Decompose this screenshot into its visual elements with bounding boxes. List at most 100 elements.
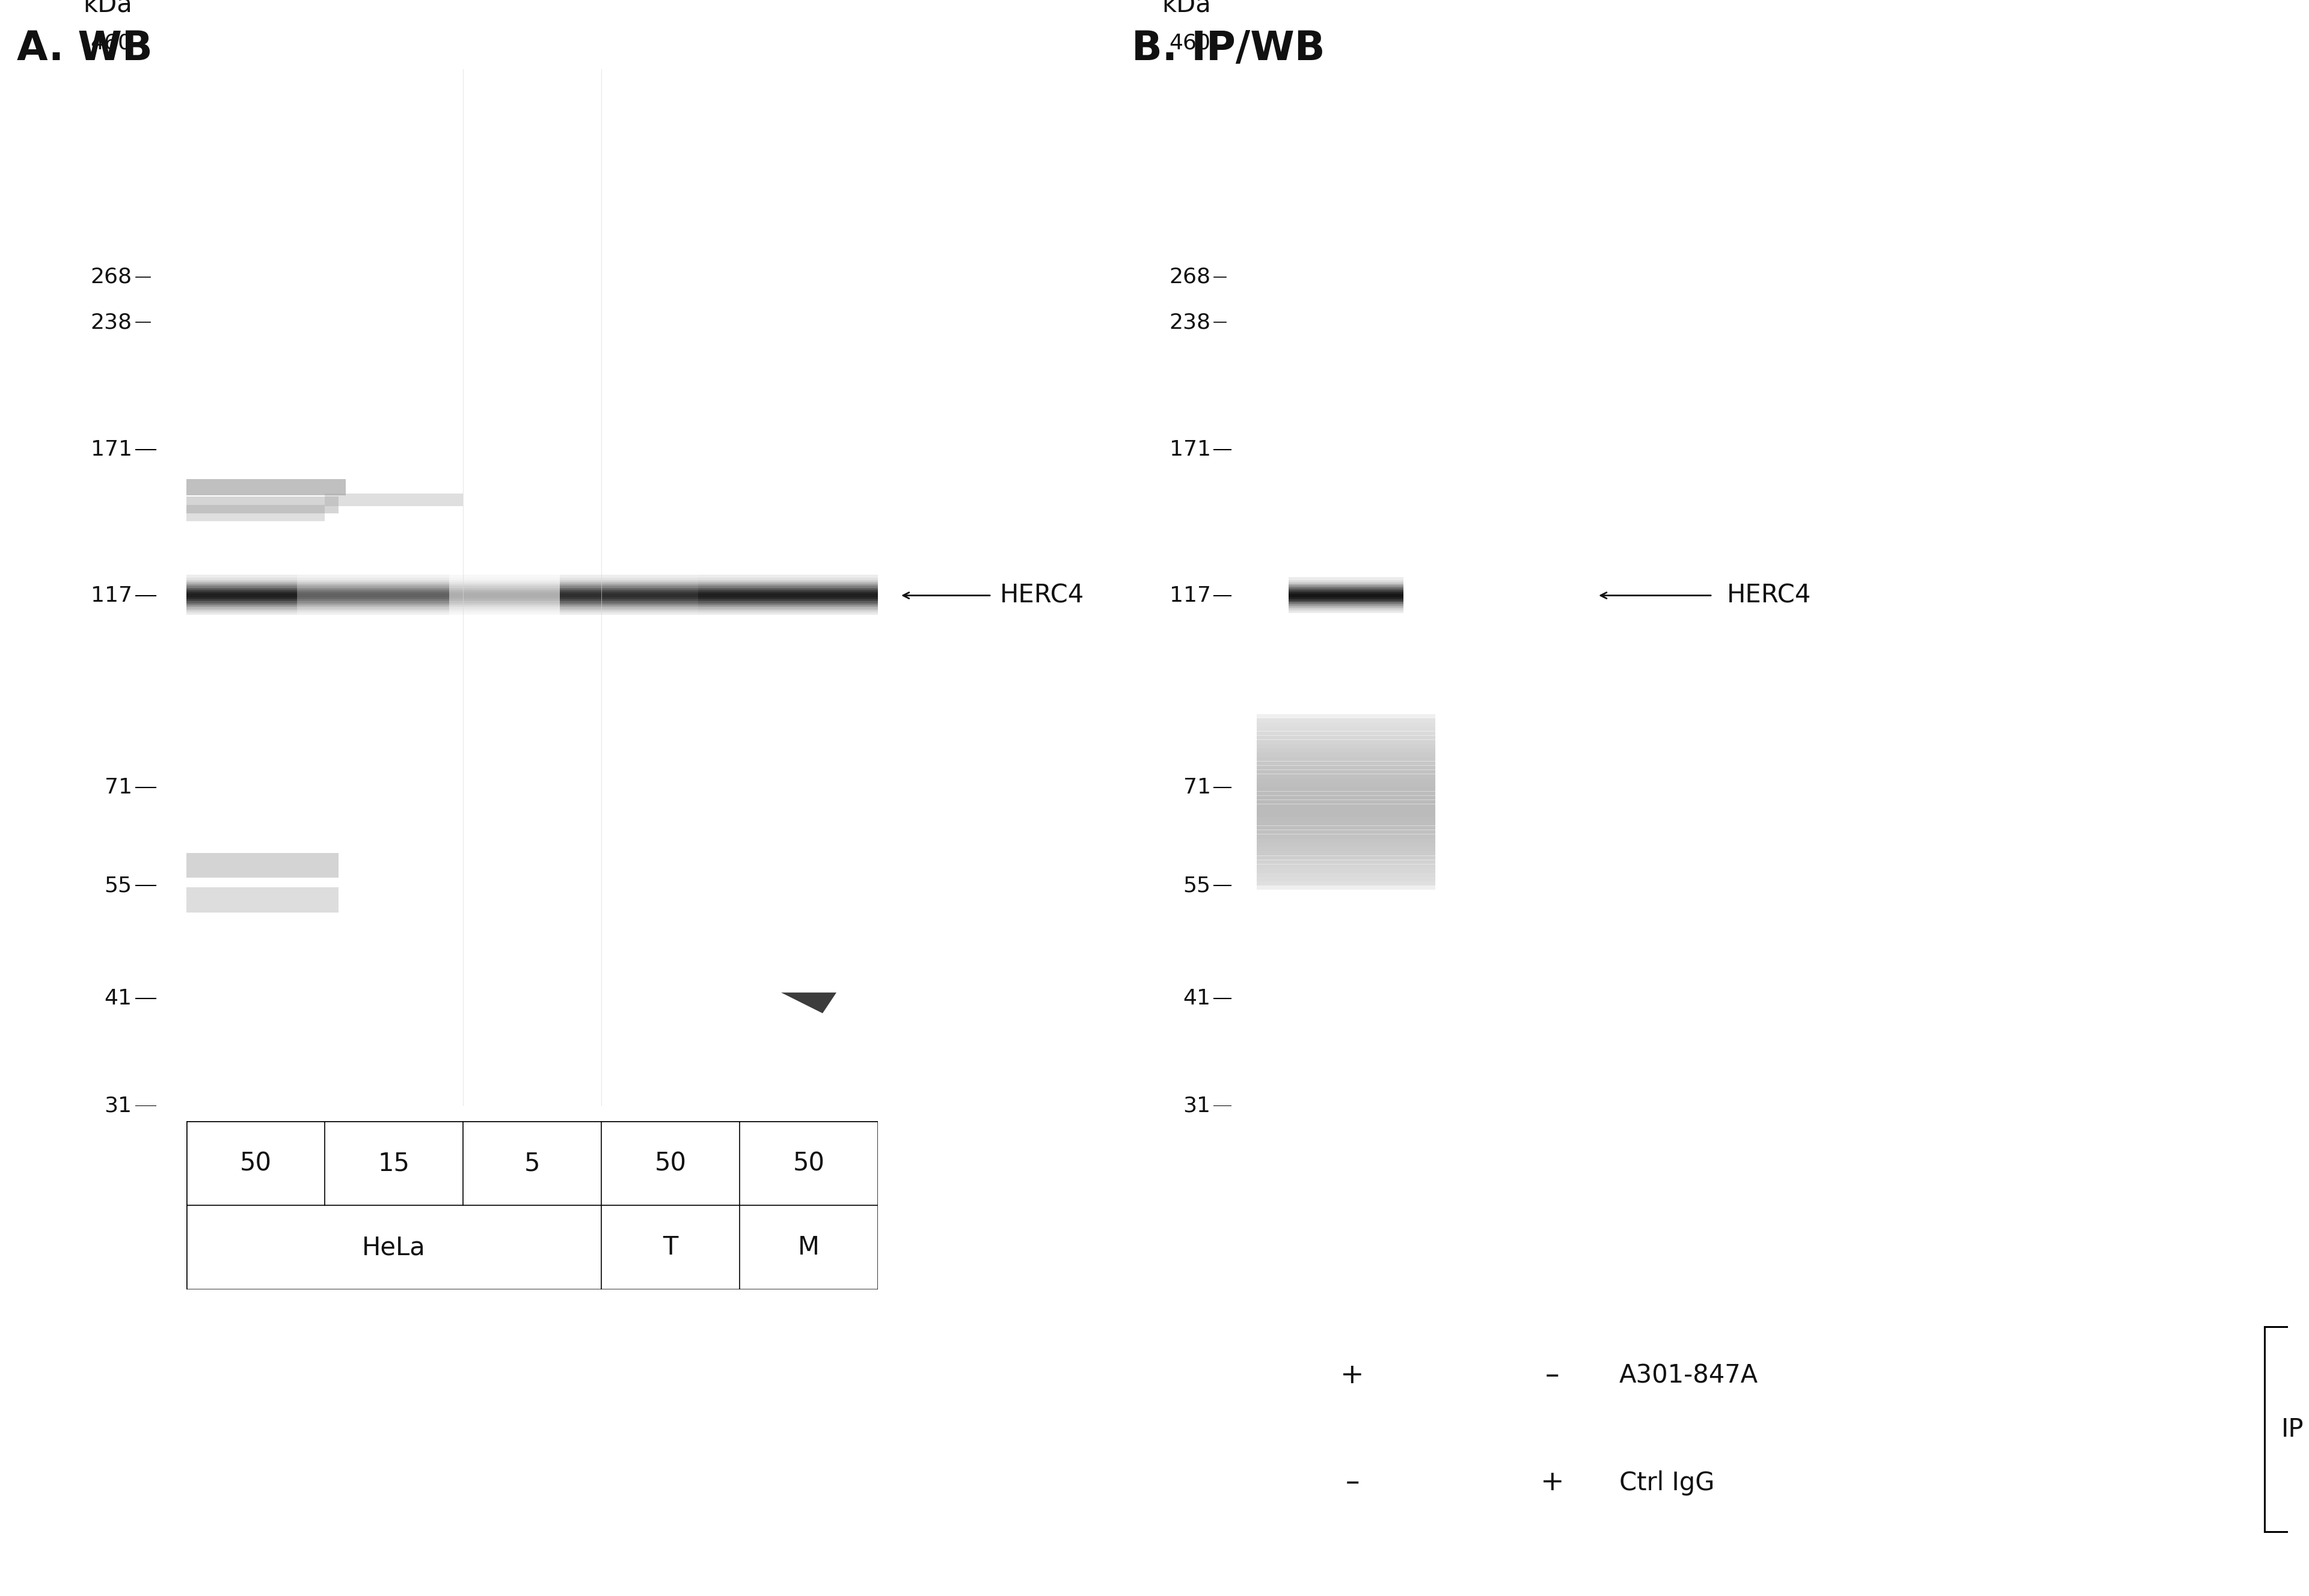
Bar (697, 576, 919, 579)
Bar (145, 606, 367, 610)
Bar (298, 592, 492, 595)
Bar (697, 586, 919, 589)
Bar (145, 579, 367, 583)
Bar (697, 592, 919, 595)
Text: 117: 117 (90, 586, 132, 605)
Bar (450, 610, 614, 613)
Bar (450, 602, 614, 605)
Bar (559, 597, 780, 600)
Bar (559, 586, 780, 589)
Bar (559, 608, 780, 611)
Bar (559, 584, 780, 587)
Text: 50: 50 (240, 1151, 272, 1176)
Bar (559, 583, 780, 586)
Bar (1256, 787, 1436, 795)
Bar (1256, 774, 1436, 782)
Bar (1288, 589, 1404, 592)
Bar (1256, 809, 1436, 817)
Bar (450, 598, 614, 602)
Bar (145, 605, 367, 608)
Bar (1256, 718, 1436, 726)
Bar (145, 575, 367, 578)
Bar (450, 594, 614, 597)
Bar (450, 608, 614, 611)
Bar (450, 611, 614, 614)
Bar (559, 610, 780, 613)
Bar (1256, 731, 1436, 739)
Text: 238: 238 (1168, 313, 1210, 332)
Text: 31: 31 (1182, 1096, 1210, 1116)
Bar (1256, 873, 1436, 881)
Bar (298, 586, 492, 589)
Bar (298, 594, 492, 597)
Bar (1256, 878, 1436, 886)
Bar (559, 575, 780, 578)
Bar (1256, 728, 1436, 736)
Bar (1256, 741, 1436, 749)
Text: 171: 171 (1168, 439, 1210, 460)
Bar (145, 610, 367, 613)
Bar (1256, 847, 1436, 855)
Bar (1256, 736, 1436, 744)
Text: 268: 268 (90, 267, 132, 287)
Bar (697, 600, 919, 603)
Bar (450, 575, 614, 578)
Text: Ctrl IgG: Ctrl IgG (1619, 1470, 1716, 1495)
Bar (697, 606, 919, 610)
Bar (145, 611, 367, 614)
Bar (187, 504, 326, 522)
Bar (1256, 843, 1436, 851)
Text: kDa: kDa (83, 0, 132, 18)
Bar (166, 479, 346, 496)
Bar (697, 611, 919, 614)
Text: T: T (663, 1235, 679, 1259)
Bar (298, 597, 492, 600)
Bar (298, 611, 492, 614)
Bar (1256, 865, 1436, 873)
Bar (450, 589, 614, 592)
Bar (298, 605, 492, 608)
Bar (1256, 749, 1436, 757)
Text: IP: IP (2281, 1417, 2304, 1441)
Bar (298, 583, 492, 586)
Bar (298, 584, 492, 587)
Bar (1256, 855, 1436, 863)
Bar (298, 576, 492, 579)
Text: 55: 55 (1182, 876, 1210, 895)
Bar (145, 589, 367, 592)
Text: –: – (1346, 1470, 1360, 1497)
Bar (145, 592, 367, 595)
Bar (1256, 769, 1436, 779)
Bar (1256, 881, 1436, 891)
Bar (1256, 723, 1436, 731)
Text: –: – (1545, 1361, 1559, 1389)
Bar (1256, 868, 1436, 876)
Bar (450, 606, 614, 610)
Bar (1288, 592, 1404, 595)
Bar (1288, 595, 1404, 598)
Bar (450, 584, 614, 587)
Text: 71: 71 (1182, 777, 1210, 798)
Bar (145, 586, 367, 589)
Bar (697, 598, 919, 602)
Bar (1256, 792, 1436, 800)
Text: 55: 55 (104, 876, 132, 895)
Bar (697, 605, 919, 608)
Bar (450, 600, 614, 603)
Text: B. IP/WB: B. IP/WB (1131, 29, 1325, 69)
Bar (1256, 817, 1436, 825)
Bar (559, 606, 780, 610)
Text: 117: 117 (1168, 586, 1210, 605)
Bar (298, 600, 492, 603)
Bar (1288, 598, 1404, 600)
Bar (1288, 578, 1404, 581)
Text: 71: 71 (104, 777, 132, 798)
Text: A301-847A: A301-847A (1619, 1363, 1757, 1389)
Bar (697, 591, 919, 594)
Bar (559, 592, 780, 595)
Bar (145, 591, 367, 594)
Bar (298, 606, 492, 610)
Bar (559, 605, 780, 608)
Bar (1288, 610, 1404, 613)
Bar (145, 598, 367, 602)
